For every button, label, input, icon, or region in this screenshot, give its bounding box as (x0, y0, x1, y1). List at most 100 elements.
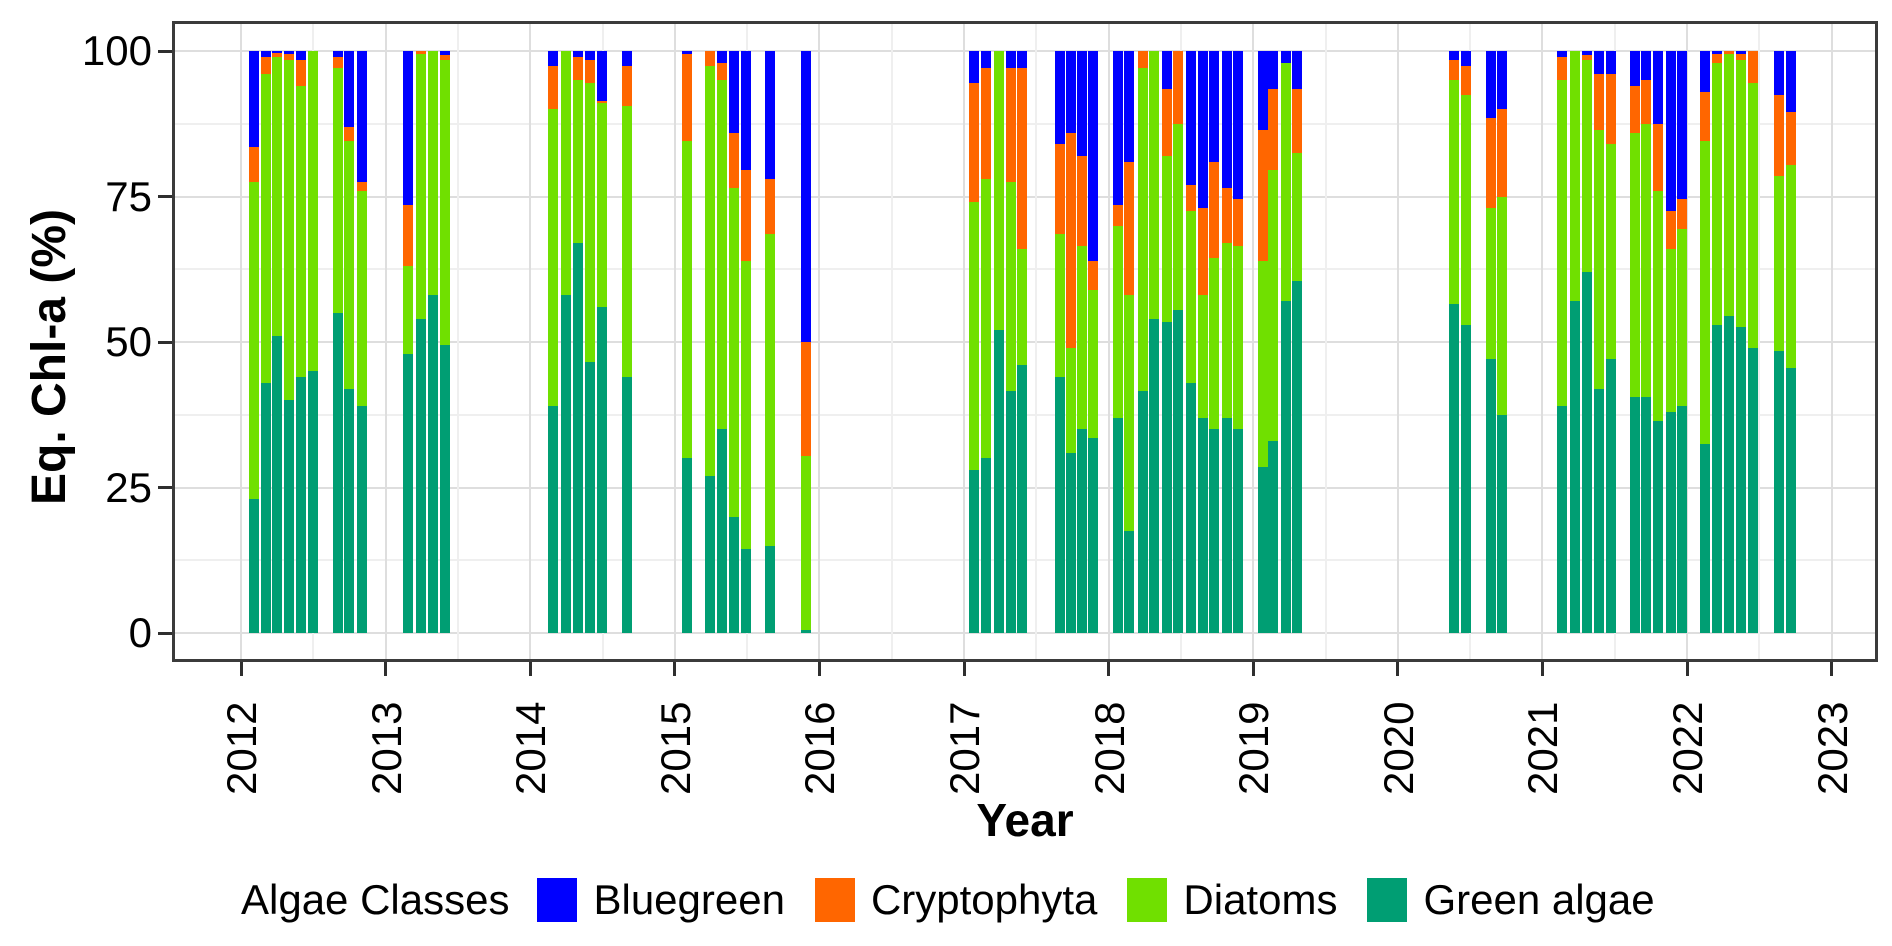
bar-2018-39 (1162, 51, 1172, 633)
x-tick-label-2012: 2012 (218, 701, 265, 795)
bar-segment-bluegreen (801, 51, 811, 343)
bar-segment-diatoms (765, 234, 775, 546)
bar-segment-diatoms (1268, 170, 1278, 441)
bar-segment-bluegreen (682, 51, 692, 54)
bar-segment-diatoms (1149, 51, 1159, 319)
bar-segment-diatoms (296, 85, 306, 377)
gridline-x-2017 (963, 21, 965, 662)
bar-segment-diatoms (585, 83, 595, 363)
bar-2017-31 (1055, 51, 1065, 633)
bar-2022-64 (1700, 51, 1710, 633)
bar-segment-cryptophyta (403, 205, 413, 267)
y-tick-100 (158, 49, 172, 53)
bar-2013-12 (440, 51, 450, 633)
bar-segment-diatoms (1630, 132, 1640, 398)
bar-segment-diatoms (729, 187, 739, 517)
bar-segment-diatoms (705, 65, 715, 476)
bar-segment-diatoms (717, 80, 727, 430)
bar-segment-cryptophyta (1006, 68, 1016, 182)
bar-2017-30 (1017, 51, 1027, 633)
bar-segment-diatoms (1748, 83, 1758, 348)
bar-2020-53 (1497, 51, 1507, 633)
bar-segment-diatoms (1712, 62, 1722, 325)
bar-segment-cryptophyta (548, 65, 558, 110)
legend-item-bluegreen: Bluegreen (537, 876, 785, 924)
bar-segment-green-algae (1281, 301, 1291, 633)
bar-segment-green-algae (682, 458, 692, 633)
bar-segment-diatoms (1497, 196, 1507, 415)
bar-segment-diatoms (1209, 257, 1219, 430)
bar-2014-17 (597, 51, 607, 633)
bar-segment-green-algae (1222, 417, 1232, 633)
bar-2022-70 (1786, 51, 1796, 633)
bar-2017-33 (1077, 51, 1087, 633)
bar-segment-bluegreen (1258, 51, 1268, 130)
bar-segment-green-algae (1186, 382, 1196, 633)
bar-segment-green-algae (1641, 397, 1651, 633)
bar-segment-green-algae (585, 362, 595, 633)
bar-segment-bluegreen (585, 51, 595, 60)
bar-segment-bluegreen (741, 51, 751, 171)
bar-segment-green-algae (1258, 467, 1268, 633)
bar-2012-3 (284, 51, 294, 633)
bar-segment-cryptophyta (1124, 161, 1134, 296)
bar-segment-cryptophyta (1594, 74, 1604, 130)
legend-swatch-green-algae (1367, 878, 1408, 922)
bar-segment-diatoms (284, 59, 294, 401)
y-tick-label-50: 50 (105, 318, 152, 365)
bar-2021-60 (1641, 51, 1651, 633)
bar-segment-diatoms (1582, 59, 1592, 273)
x-tick-label-2016: 2016 (796, 701, 844, 795)
bar-segment-green-algae (249, 499, 259, 633)
legend-swatch-cryptophyta (814, 878, 855, 922)
bar-segment-green-algae (1006, 391, 1016, 633)
bar-segment-green-algae (573, 243, 583, 633)
y-tick-0 (158, 631, 172, 635)
bar-segment-cryptophyta (1055, 144, 1065, 235)
bar-segment-diatoms (1233, 245, 1243, 430)
bar-segment-diatoms (994, 51, 1004, 331)
bar-segment-diatoms (981, 179, 991, 459)
bar-2020-52 (1486, 51, 1496, 633)
bar-segment-cryptophyta (284, 53, 294, 60)
bar-segment-diatoms (597, 103, 607, 308)
bar-segment-green-algae (1449, 304, 1459, 633)
x-tick-label-2018: 2018 (1085, 701, 1133, 795)
gridline-x-2018 (1107, 21, 1110, 662)
bar-segment-cryptophyta (296, 59, 306, 86)
bar-2019-48 (1281, 51, 1291, 633)
bar-segment-bluegreen (1461, 51, 1471, 66)
bar-segment-diatoms (1198, 295, 1208, 418)
bar-segment-cryptophyta (1088, 260, 1098, 290)
gridline-x-minor-2013 (456, 21, 459, 662)
bar-segment-cryptophyta (969, 83, 979, 203)
bar-segment-cryptophyta (801, 342, 811, 456)
bar-2017-34 (1088, 51, 1098, 633)
bar-2014-15 (573, 51, 583, 633)
bar-segment-diatoms (1594, 129, 1604, 389)
bar-segment-diatoms (1570, 51, 1580, 302)
bar-segment-diatoms (682, 141, 692, 459)
x-tick-2021 (1540, 662, 1544, 676)
bar-segment-green-algae (1666, 411, 1676, 633)
legend-item-diatoms: Diatoms (1127, 876, 1337, 924)
bar-segment-cryptophyta (981, 68, 991, 180)
bar-segment-green-algae (1677, 406, 1687, 633)
gridline-x-2012 (240, 21, 242, 662)
legend-label: Diatoms (1183, 876, 1338, 923)
bar-2021-61 (1653, 51, 1663, 633)
bar-2020-51 (1461, 51, 1471, 633)
bar-2018-36 (1124, 51, 1134, 633)
bar-segment-cryptophyta (597, 100, 607, 104)
legend-swatch-bluegreen (537, 878, 578, 922)
bar-segment-bluegreen (1449, 51, 1459, 60)
x-axis-title: Year (976, 794, 1074, 846)
bar-segment-bluegreen (1774, 51, 1784, 95)
x-tick-2015 (673, 662, 677, 676)
bar-segment-diatoms (1088, 289, 1098, 439)
bar-segment-bluegreen (765, 51, 775, 180)
y-tick-label-0: 0 (128, 609, 152, 656)
bar-segment-cryptophyta (1653, 123, 1663, 191)
bar-segment-diatoms (1138, 68, 1148, 392)
